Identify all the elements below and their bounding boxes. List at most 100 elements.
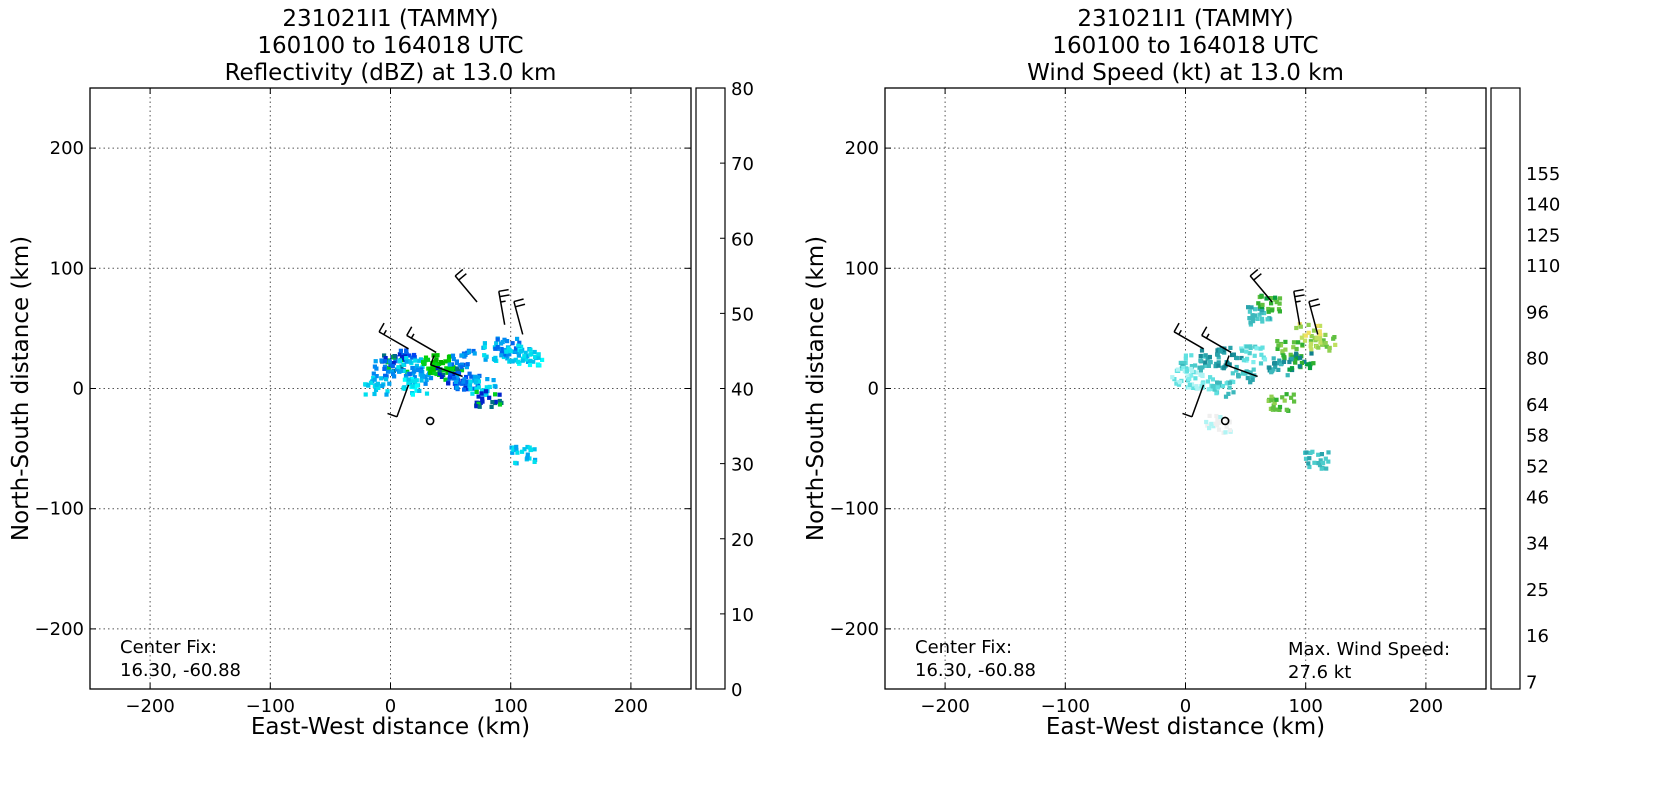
data-cell bbox=[386, 366, 392, 372]
colorbar-tick-label: 20 bbox=[731, 530, 754, 551]
colorbar-tick-label: 58 bbox=[1526, 426, 1549, 447]
colorbar-tick-label: 80 bbox=[731, 79, 754, 100]
data-cell bbox=[471, 386, 477, 391]
data-cell bbox=[412, 355, 417, 360]
data-cell bbox=[1292, 359, 1298, 364]
data-cell bbox=[375, 381, 380, 386]
colorbar-tick-label: 34 bbox=[1526, 534, 1549, 555]
data-cell bbox=[482, 353, 487, 358]
data-cell bbox=[1304, 450, 1309, 455]
y-tick-label: −100 bbox=[830, 499, 879, 520]
data-cell bbox=[527, 362, 533, 368]
data-cell bbox=[1213, 421, 1218, 426]
data-cell bbox=[456, 381, 461, 386]
data-cell bbox=[390, 363, 395, 369]
data-cell bbox=[1208, 375, 1213, 380]
data-cell bbox=[373, 359, 378, 364]
y-axis-label: North-South distance (km) bbox=[8, 236, 34, 541]
data-cell bbox=[1194, 370, 1199, 375]
data-cell bbox=[410, 376, 415, 382]
data-cell bbox=[1218, 415, 1223, 420]
data-cell bbox=[1264, 296, 1269, 301]
data-cell bbox=[407, 353, 412, 358]
data-cell bbox=[372, 377, 377, 382]
data-cell bbox=[528, 352, 533, 357]
data-cell bbox=[1299, 335, 1304, 340]
wind-barb-flag bbox=[1224, 355, 1230, 366]
y-tick-label: −100 bbox=[35, 499, 84, 520]
data-cell bbox=[445, 370, 450, 375]
data-cell bbox=[423, 374, 428, 379]
data-cell bbox=[471, 348, 476, 354]
data-cell bbox=[466, 350, 472, 355]
data-cell bbox=[1226, 391, 1231, 396]
data-cell bbox=[520, 449, 525, 454]
data-cell bbox=[1230, 371, 1235, 376]
data-cell bbox=[443, 359, 448, 364]
data-cell bbox=[407, 371, 412, 377]
data-cell bbox=[1240, 371, 1245, 376]
data-cell bbox=[1260, 319, 1265, 324]
data-cell bbox=[522, 447, 527, 452]
data-cell bbox=[1254, 346, 1259, 351]
data-cell bbox=[1324, 344, 1329, 349]
data-cell bbox=[368, 380, 374, 385]
data-cell bbox=[1224, 424, 1229, 429]
x-tick-label: 200 bbox=[1409, 696, 1443, 717]
chart-title-line: 160100 to 164018 UTC bbox=[257, 33, 523, 59]
data-cell bbox=[431, 371, 436, 376]
data-cell bbox=[455, 366, 460, 371]
data-cell bbox=[1231, 390, 1236, 395]
data-cell bbox=[1199, 384, 1204, 389]
data-cell bbox=[1307, 456, 1312, 461]
data-cell bbox=[528, 347, 533, 352]
data-cell bbox=[1277, 407, 1282, 412]
wind-barb bbox=[1308, 298, 1321, 335]
data-cell bbox=[1210, 386, 1215, 392]
data-cell bbox=[1214, 413, 1219, 419]
data-cell bbox=[366, 383, 371, 388]
data-cell bbox=[1274, 397, 1279, 402]
wind-barb-flag bbox=[1293, 288, 1304, 293]
data-cell bbox=[1224, 381, 1229, 386]
data-cell bbox=[1273, 364, 1278, 370]
data-cell bbox=[1271, 356, 1276, 361]
data-cell bbox=[1227, 428, 1232, 433]
y-tick-label: −200 bbox=[35, 619, 84, 640]
data-cell bbox=[1175, 367, 1180, 372]
data-cell bbox=[1318, 333, 1323, 338]
data-cell bbox=[397, 359, 402, 364]
y-tick-label: 200 bbox=[50, 138, 84, 159]
data-cell bbox=[1274, 407, 1279, 412]
data-cell bbox=[480, 388, 485, 394]
data-cell bbox=[456, 371, 461, 376]
data-cell bbox=[422, 361, 427, 366]
data-cell bbox=[1204, 419, 1209, 425]
data-cell bbox=[1203, 353, 1208, 358]
data-cell bbox=[489, 404, 494, 409]
data-cell bbox=[1228, 345, 1233, 350]
data-cell bbox=[1190, 368, 1195, 374]
data-cell bbox=[403, 373, 409, 378]
data-cell bbox=[410, 384, 415, 389]
wind-barb-flag bbox=[1182, 412, 1193, 418]
data-cell bbox=[1308, 450, 1313, 455]
data-cell bbox=[1174, 381, 1179, 386]
data-cell bbox=[479, 391, 484, 396]
data-cell bbox=[459, 368, 465, 373]
wind-barb-flag bbox=[498, 288, 509, 293]
data-cell bbox=[384, 392, 389, 397]
colorbar-tick-label: 80 bbox=[1526, 349, 1549, 370]
data-cell bbox=[1289, 395, 1294, 400]
data-cell bbox=[1211, 424, 1216, 429]
data-cell bbox=[1294, 346, 1299, 352]
data-cell bbox=[454, 359, 459, 364]
data-cell bbox=[430, 362, 435, 367]
data-cell bbox=[1236, 372, 1241, 378]
data-cell bbox=[448, 374, 453, 379]
data-cell bbox=[480, 396, 485, 401]
data-cell bbox=[374, 374, 379, 379]
data-cell bbox=[1244, 349, 1249, 354]
data-cell bbox=[1317, 463, 1323, 468]
